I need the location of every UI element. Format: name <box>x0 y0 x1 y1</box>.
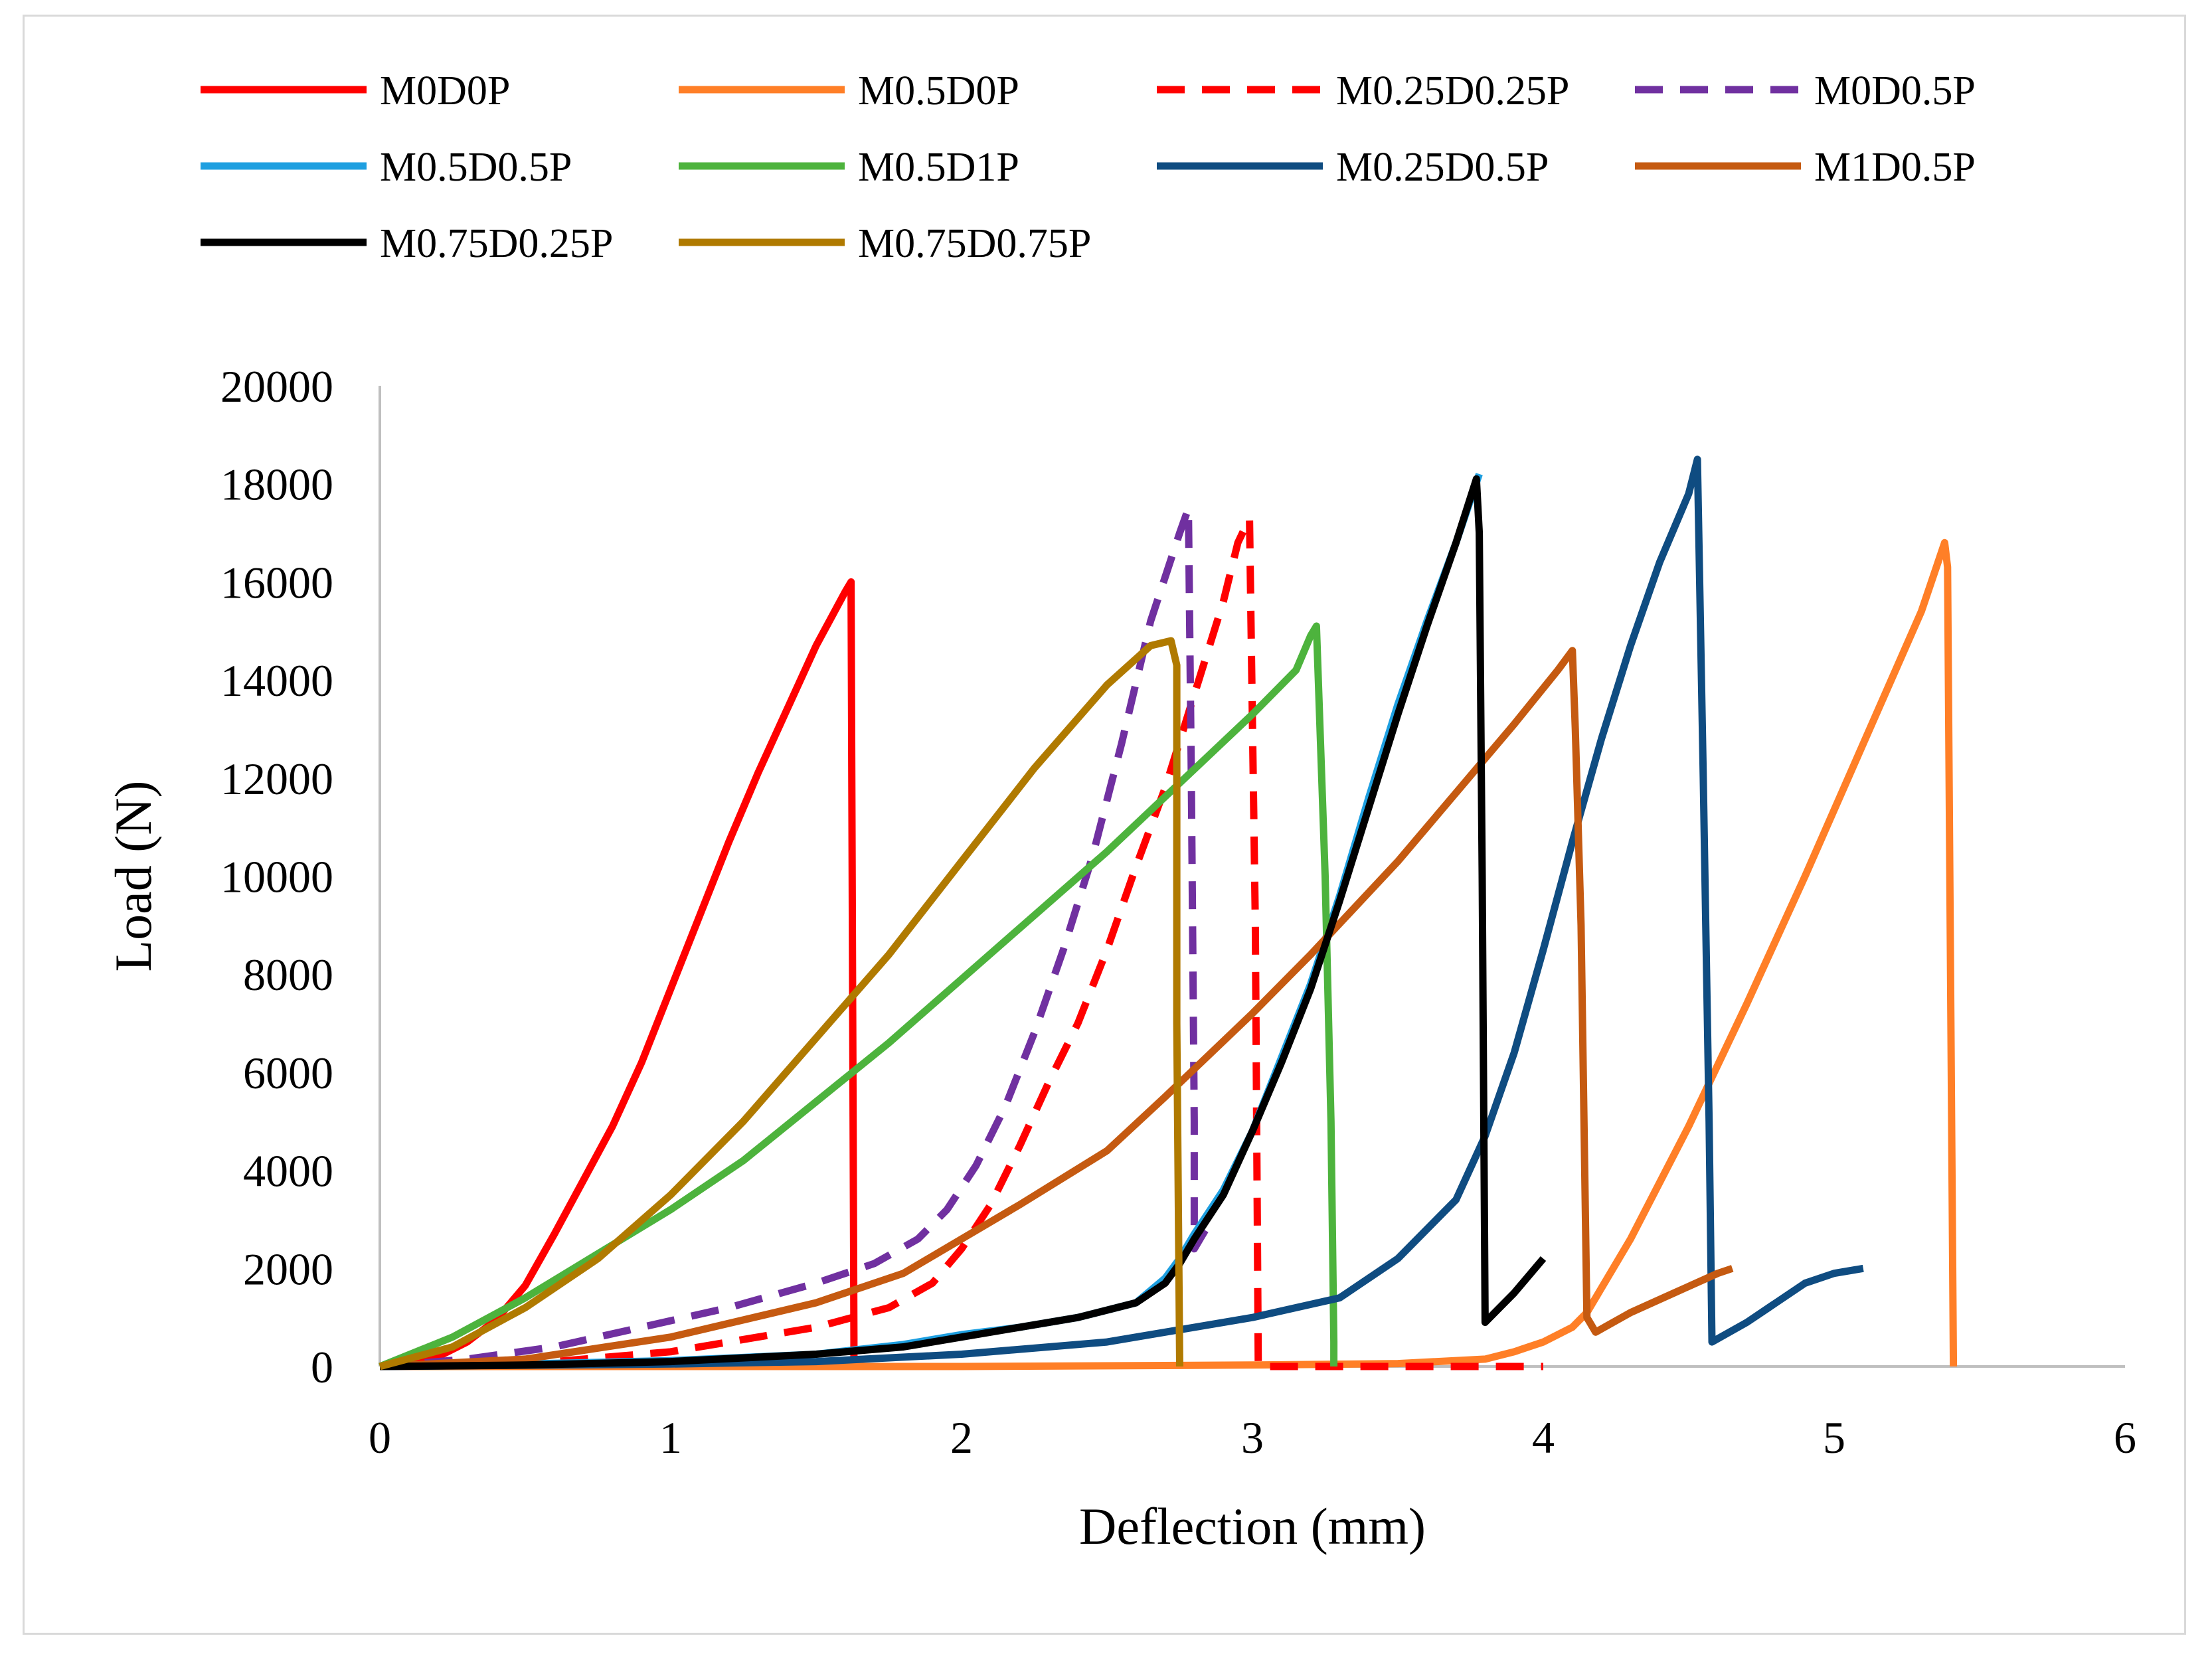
y-axis-title: Load (N) <box>104 780 162 971</box>
legend-label: M0D0.5P <box>1814 68 1976 114</box>
x-tick-label: 4 <box>1532 1412 1555 1463</box>
series-lines <box>378 455 1958 1370</box>
legend-label: M0.5D0P <box>858 68 1019 114</box>
y-tick-label: 4000 <box>243 1146 333 1197</box>
x-tick-label: 5 <box>1823 1412 1845 1463</box>
series-line-M0_25D0_5P <box>379 455 1864 1370</box>
legend-label: M0.25D0.5P <box>1336 145 1549 190</box>
y-tick-label: 20000 <box>220 361 333 412</box>
x-tick-label: 6 <box>2114 1412 2136 1463</box>
legend-label: M0.75D0.25P <box>380 221 613 266</box>
chart-area: M0D0P M0.5D0P M0.25D0.25P M0D0.5P M0.5D0.5P M… <box>104 68 2136 1555</box>
y-tick-label: 6000 <box>243 1048 333 1098</box>
x-axis-title: Deflection (mm) <box>1079 1497 1426 1555</box>
y-tick-label: 2000 <box>243 1244 333 1294</box>
legend-label: M0D0P <box>380 68 510 114</box>
x-tick-label: 2 <box>950 1412 973 1463</box>
y-tick-label: 18000 <box>220 459 333 510</box>
series-line-M0_75D0_25P <box>379 475 1547 1370</box>
series-line-M0D0_5P <box>379 505 1213 1370</box>
y-tick-label: 12000 <box>220 754 333 804</box>
series-line-M0D0P <box>379 578 858 1370</box>
chart-frame: M0D0P M0.5D0P M0.25D0.25P M0D0.5P M0.5D0.5P M… <box>23 15 2186 1635</box>
series-line-M0_75D0_75P <box>379 637 1183 1370</box>
y-tick-labels: 0 2000 4000 6000 8000 10000 12000 14000 16000 180… <box>220 361 333 1392</box>
y-tick-label: 8000 <box>243 950 333 1000</box>
y-tick-label: 16000 <box>220 557 333 608</box>
series-line-M0_25D0_25P <box>379 514 1543 1370</box>
legend-label: M0.25D0.25P <box>1336 68 1569 114</box>
legend-label: M1D0.5P <box>1814 145 1976 190</box>
y-tick-label: 14000 <box>220 655 333 706</box>
legend-label: M0.5D0.5P <box>380 145 572 190</box>
y-tick-label: 10000 <box>220 852 333 902</box>
y-tick-label: 0 <box>311 1342 333 1392</box>
series-line-M1D0_5P <box>379 647 1734 1370</box>
legend-label: M0.5D1P <box>858 145 1019 190</box>
x-tick-label: 3 <box>1241 1412 1264 1463</box>
series-line-M0_5D0_5P <box>379 473 1483 1370</box>
x-tick-label: 0 <box>369 1412 391 1463</box>
x-tick-labels: 0 1 2 3 4 5 6 <box>369 1412 2136 1463</box>
legend-label: M0.75D0.75P <box>858 221 1091 266</box>
x-tick-label: 1 <box>659 1412 682 1463</box>
legend: M0D0P M0.5D0P M0.25D0.25P M0D0.5P M0.5D0.5P M… <box>201 68 1976 266</box>
